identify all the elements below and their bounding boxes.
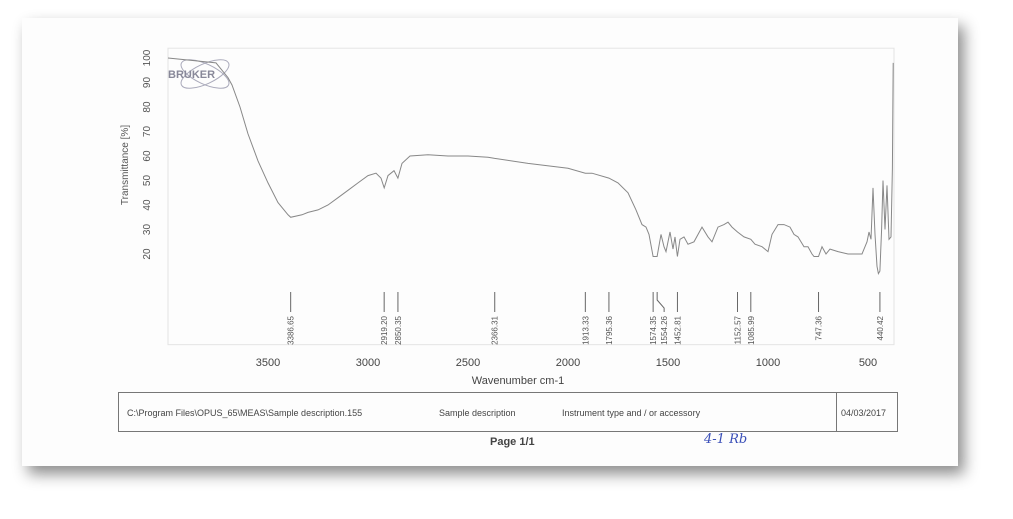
peak-label: 1795.36	[605, 315, 614, 344]
peak-label: 440.42	[876, 315, 885, 340]
peak-label: 747.36	[815, 315, 824, 340]
y-tick-label: 50	[142, 175, 153, 187]
peak-label: 1085.99	[747, 315, 756, 344]
page-number: Page 1/1	[490, 436, 535, 448]
peak-label: 1554.26	[660, 315, 669, 344]
peak-label: 1574.35	[649, 315, 658, 344]
x-axis-label: Wavenumber cm-1	[472, 375, 565, 387]
y-tick-label: 60	[142, 150, 153, 162]
logo-text: BRUKER	[168, 69, 215, 81]
y-tick-label: 80	[142, 101, 153, 113]
y-tick-label: 30	[142, 224, 153, 236]
plot-frame	[167, 47, 895, 346]
bruker-logo: BRUKER	[168, 59, 230, 89]
y-tick-label: 70	[142, 126, 153, 138]
y-tick-label: 100	[142, 49, 153, 66]
x-tick-label: 3000	[356, 357, 380, 369]
peak-label: 3386.65	[287, 315, 296, 344]
y-tick-label: 40	[142, 199, 153, 211]
peak-label: 1913.33	[581, 315, 590, 344]
instrument-type: Instrument type and / or accessory	[562, 408, 701, 418]
x-tick-label: 3500	[256, 357, 280, 369]
footer-info-box: C:\Program Files\OPUS_65\MEAS\Sample des…	[118, 392, 898, 432]
peak-label: 2366.31	[491, 315, 500, 344]
handwritten-note: 4-1 Rb	[704, 432, 748, 447]
y-tick-label: 20	[142, 248, 153, 260]
peak-label: 2919.20	[380, 315, 389, 344]
sample-description: Sample description	[439, 408, 516, 418]
x-tick-label: 1000	[756, 357, 780, 369]
peak-label: 1452.81	[673, 315, 682, 344]
date-cell: 04/03/2017	[836, 393, 897, 431]
x-tick-label: 2000	[556, 357, 580, 369]
x-tick-label: 500	[859, 357, 877, 369]
file-path: C:\Program Files\OPUS_65\MEAS\Sample des…	[127, 408, 363, 418]
peak-label: 1152.57	[733, 315, 742, 344]
y-axis-label: Transmittance [%]	[120, 125, 131, 205]
spectrum-line	[167, 57, 894, 275]
spectrum-sheet	[22, 18, 958, 466]
y-tick-label: 90	[142, 77, 153, 89]
x-tick-label: 2500	[456, 357, 480, 369]
peak-marker	[656, 292, 665, 312]
date: 04/03/2017	[841, 408, 887, 418]
peak-label: 2850.35	[394, 315, 403, 344]
x-tick-label: 1500	[656, 357, 680, 369]
